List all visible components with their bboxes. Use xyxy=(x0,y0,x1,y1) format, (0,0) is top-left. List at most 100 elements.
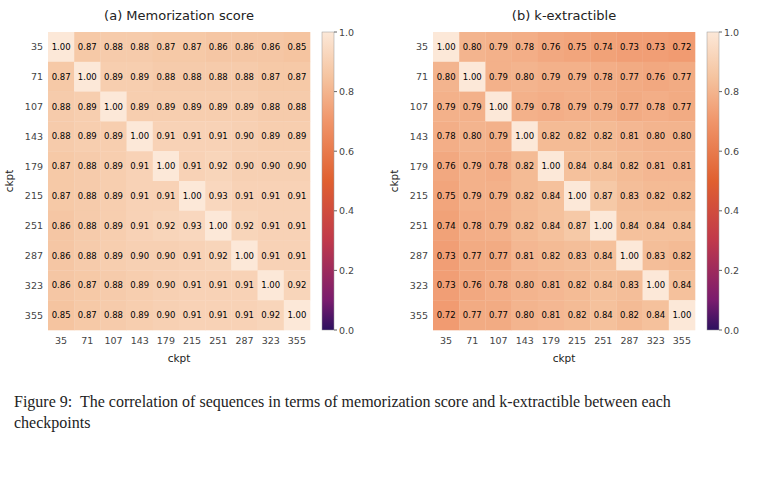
cell-label: 0.91 xyxy=(156,131,175,141)
colorbar-tick-label: 0.4 xyxy=(724,205,739,216)
cell xyxy=(669,211,696,241)
cell-label: 0.89 xyxy=(183,102,202,112)
colorbar-tick-label: 0.0 xyxy=(339,325,354,336)
cell-label: 1.00 xyxy=(672,310,691,320)
x-tick-label: 71 xyxy=(466,335,478,346)
cell xyxy=(512,121,538,151)
cell-label: 0.73 xyxy=(437,280,456,290)
cell-label: 0.91 xyxy=(235,191,254,201)
cell-label: 0.72 xyxy=(437,310,456,320)
cell-label: 0.79 xyxy=(489,191,508,201)
cell xyxy=(127,151,154,181)
x-tick-label: 287 xyxy=(235,335,253,346)
cell-label: 0.87 xyxy=(594,191,613,201)
cell-label: 0.87 xyxy=(156,42,175,52)
y-axis-label: ckpt xyxy=(3,170,15,193)
y-tick-label: 215 xyxy=(25,190,43,201)
cell xyxy=(205,151,232,181)
cell xyxy=(433,211,460,241)
cells xyxy=(48,32,310,330)
cell xyxy=(74,241,101,271)
cell-label: 1.00 xyxy=(515,131,534,141)
cell-label: 0.84 xyxy=(594,310,613,320)
cell xyxy=(433,151,460,181)
cell-label: 0.89 xyxy=(235,102,254,112)
cell xyxy=(179,181,206,211)
cell-label: 0.89 xyxy=(130,310,149,320)
y-tick-label: 323 xyxy=(410,280,428,291)
cell-label: 0.86 xyxy=(52,251,71,261)
cell xyxy=(538,211,565,241)
cell-label: 0.80 xyxy=(515,310,534,320)
cell-label: 0.75 xyxy=(437,191,456,201)
cell xyxy=(485,270,512,300)
cell-label: 0.91 xyxy=(235,280,254,290)
cell-label: 0.82 xyxy=(568,310,587,320)
cell-label: 0.73 xyxy=(646,42,665,52)
cell xyxy=(433,181,460,211)
cell-label: 0.92 xyxy=(209,161,228,171)
cell xyxy=(485,241,512,271)
cell-label: 0.82 xyxy=(594,131,613,141)
cell-label: 0.87 xyxy=(261,72,280,82)
cell xyxy=(669,300,696,330)
colorbar xyxy=(707,32,719,330)
cell xyxy=(433,241,460,271)
y-tick-label: 355 xyxy=(25,310,43,321)
cell xyxy=(590,151,617,181)
x-tick-label: 215 xyxy=(568,335,586,346)
cell xyxy=(538,32,565,62)
cell xyxy=(538,121,565,151)
cell-label: 0.77 xyxy=(620,102,639,112)
y-tick-label: 35 xyxy=(416,41,428,52)
cell-label: 0.87 xyxy=(52,191,71,201)
cell-label: 0.79 xyxy=(489,221,508,231)
colorbar-tick-label: 1.0 xyxy=(339,27,354,38)
cell xyxy=(459,241,486,271)
cell xyxy=(564,92,591,122)
cell xyxy=(153,181,180,211)
heatmap-panel: (b) k-extractible1.000.800.790.780.760.7… xyxy=(388,8,739,364)
cell xyxy=(231,92,258,122)
y-tick-label: 355 xyxy=(410,310,428,321)
cell xyxy=(284,211,311,241)
cell xyxy=(669,181,696,211)
cell-label: 0.89 xyxy=(104,72,123,82)
cell xyxy=(258,62,285,92)
x-tick-label: 355 xyxy=(673,335,691,346)
cell-label: 1.00 xyxy=(156,161,175,171)
cell-label: 0.84 xyxy=(594,251,613,261)
cell-label: 0.88 xyxy=(78,161,97,171)
cell xyxy=(127,121,154,151)
cell-label: 0.82 xyxy=(541,131,560,141)
cell xyxy=(512,32,538,62)
cell xyxy=(100,181,127,211)
cell xyxy=(258,181,285,211)
cell xyxy=(643,121,670,151)
cell xyxy=(205,181,232,211)
cell-label: 0.79 xyxy=(568,102,587,112)
cell-label: 0.74 xyxy=(594,42,613,52)
y-tick-label: 35 xyxy=(31,41,43,52)
cell xyxy=(669,32,696,62)
cell-label: 0.84 xyxy=(672,221,691,231)
cell-label: 0.79 xyxy=(489,72,508,82)
cell xyxy=(433,32,460,62)
cell xyxy=(153,92,180,122)
cell xyxy=(74,270,101,300)
cell-label: 0.77 xyxy=(463,310,482,320)
cell xyxy=(48,32,75,62)
cell xyxy=(100,300,127,330)
cell xyxy=(231,241,258,271)
cell xyxy=(74,62,101,92)
colorbar-tick xyxy=(334,151,337,152)
cell xyxy=(284,121,311,151)
cell-label: 1.00 xyxy=(130,131,149,141)
x-tick-label: 143 xyxy=(516,335,534,346)
cell-label: 0.82 xyxy=(515,221,534,231)
x-tick-label: 251 xyxy=(594,335,612,346)
cell-label: 0.78 xyxy=(646,102,665,112)
cell-labels: 1.000.800.790.780.760.750.740.730.730.72… xyxy=(437,42,692,320)
cell xyxy=(459,62,486,92)
cell-label: 0.78 xyxy=(489,161,508,171)
